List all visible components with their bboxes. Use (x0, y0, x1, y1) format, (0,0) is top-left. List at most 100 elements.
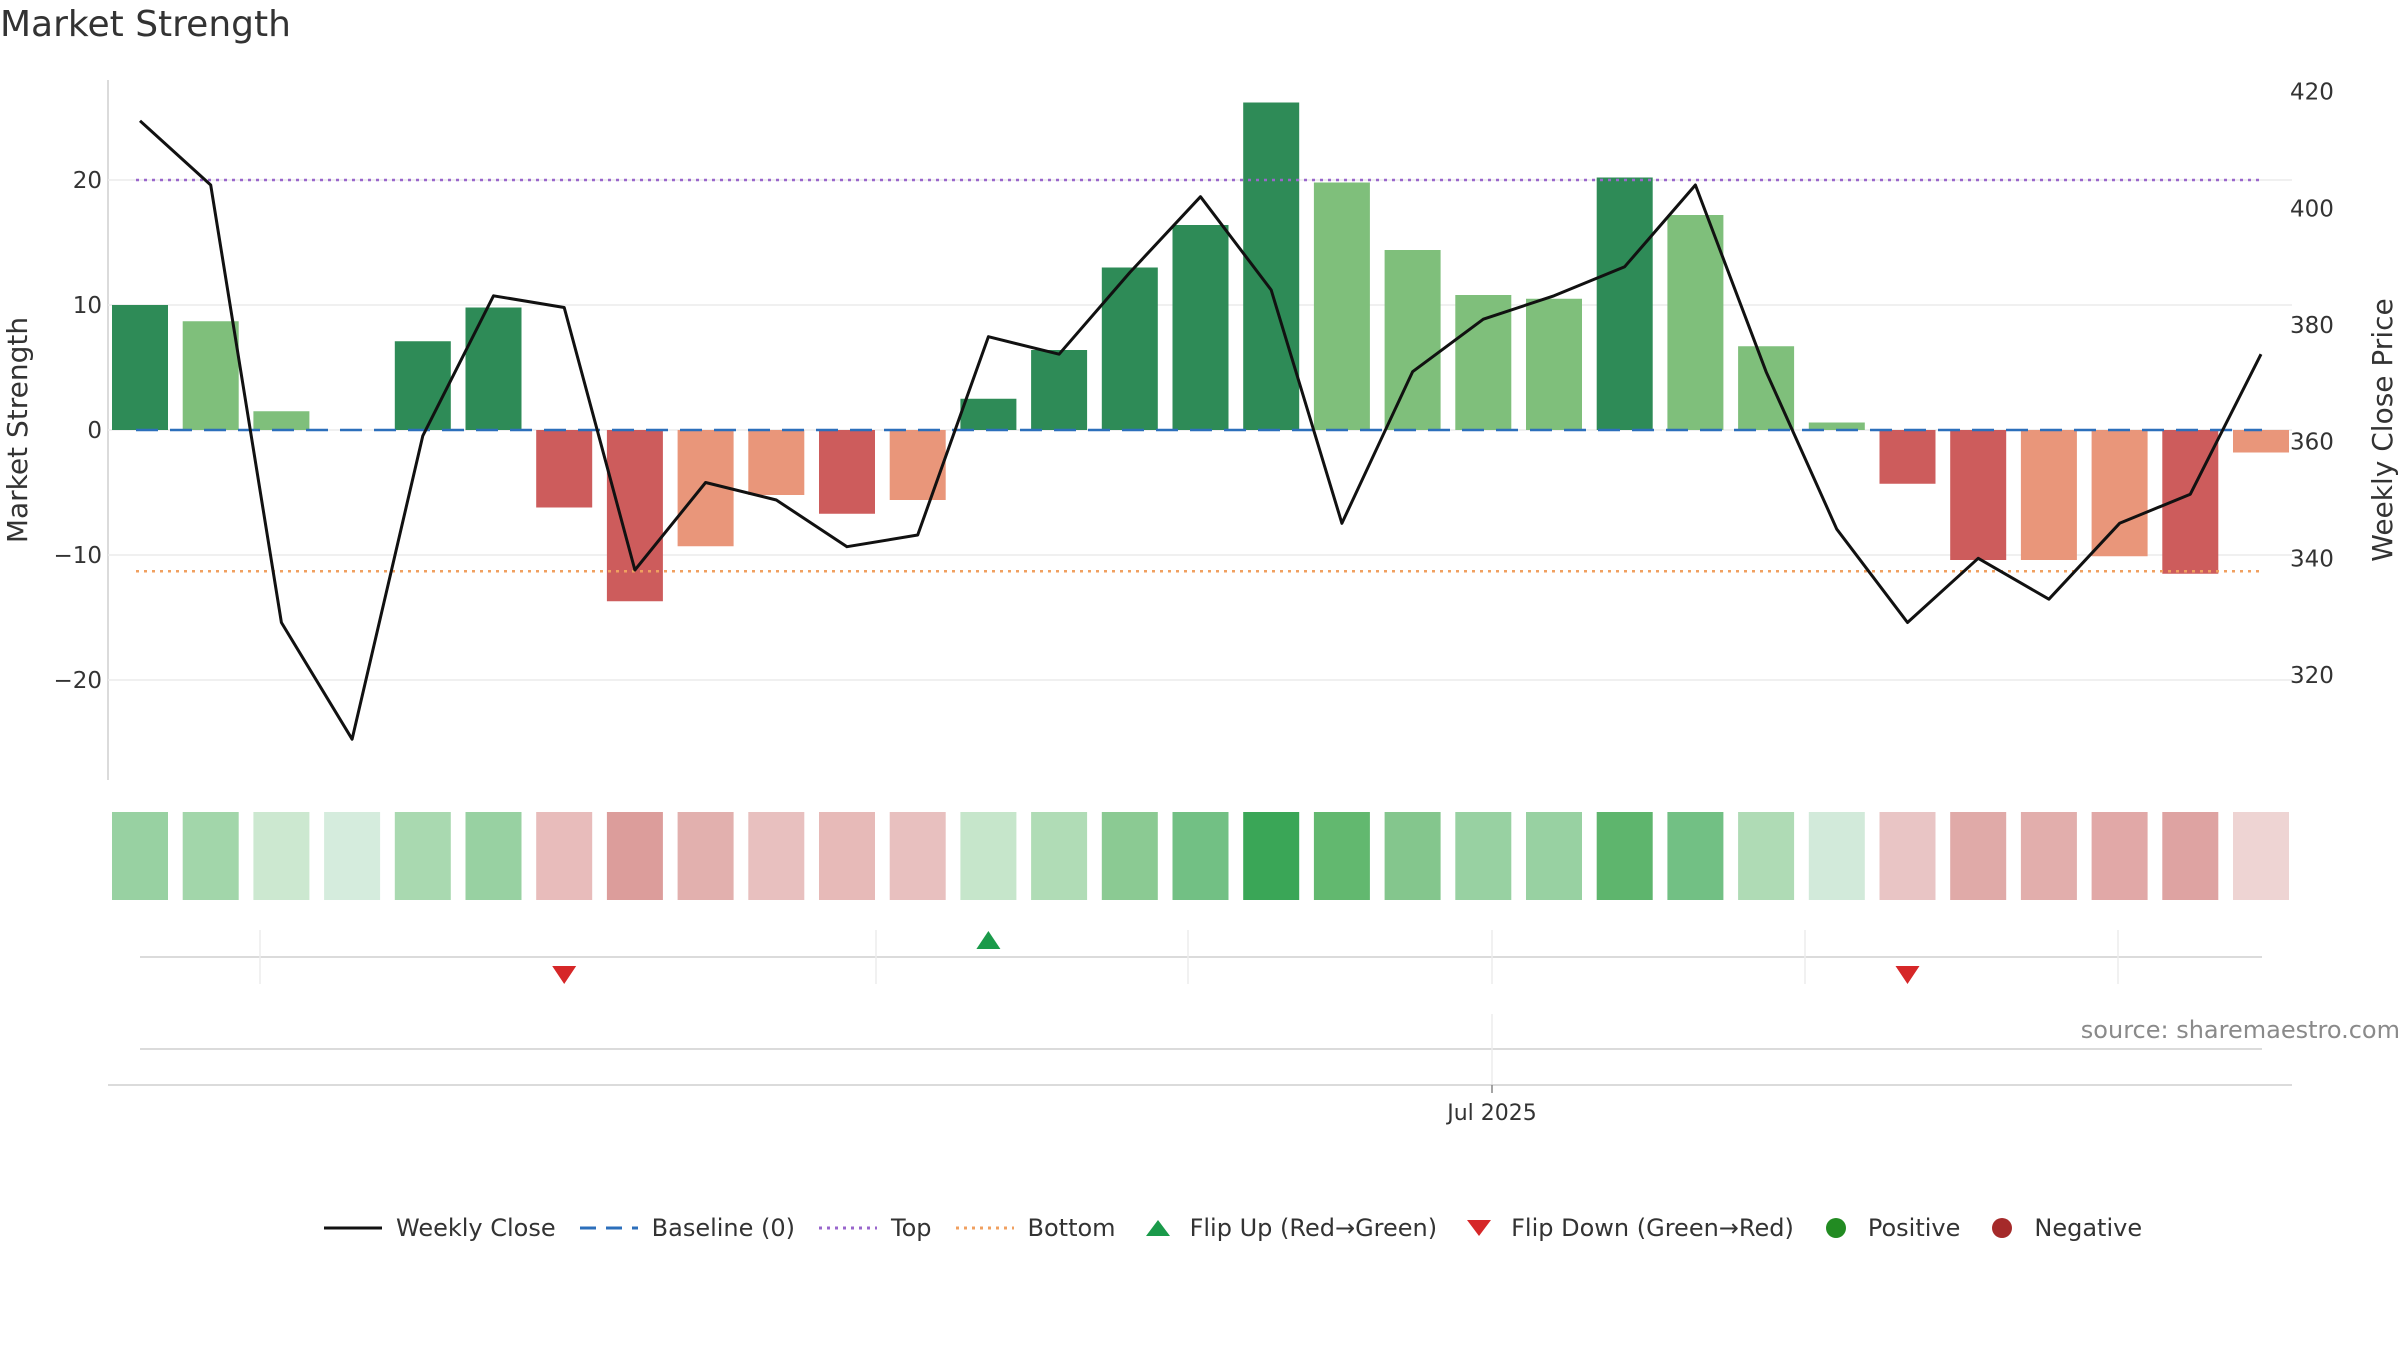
flip-up-legend-icon (1138, 1216, 1190, 1240)
x-tick-label: Jul 2025 (1445, 1101, 1537, 1126)
legend-label: Flip Down (Green→Red) (1511, 1214, 1794, 1242)
strength-bar (1526, 298, 1582, 430)
legend-item-baseline: Baseline (0) (578, 1214, 795, 1242)
heat-cell (1950, 812, 2007, 900)
legend-label: Weekly Close (396, 1214, 556, 1242)
bottom-legend-icon (954, 1220, 1028, 1236)
right-tick-label: 360 (2290, 430, 2334, 456)
legend-item-weekly-close: Weekly Close (322, 1214, 556, 1242)
heat-cell (1031, 812, 1088, 900)
left-tick-label: 10 (73, 293, 102, 319)
top-legend-icon (817, 1220, 891, 1236)
strength-bar (1172, 225, 1229, 430)
heat-cell (2091, 812, 2148, 900)
strength-bar (1596, 177, 1653, 430)
left-tick-label: −20 (53, 668, 102, 694)
strength-bar (1950, 430, 2007, 560)
strength-bar (253, 411, 310, 430)
chart-legend: Weekly Close Baseline (0) Top Bottom Flip Up… (322, 1210, 2164, 1246)
positive-legend-icon (1816, 1216, 1868, 1240)
strength-bar (748, 430, 805, 495)
heat-cell (1808, 812, 1865, 900)
legend-label: Bottom (1027, 1214, 1116, 1242)
heat-cell (465, 812, 522, 900)
strength-bar (1808, 422, 1865, 430)
legend-item-bottom: Bottom (954, 1214, 1116, 1242)
heat-cell (1384, 812, 1441, 900)
strength-bar (536, 430, 593, 508)
heat-cell (2020, 812, 2077, 900)
heat-cell (536, 812, 593, 900)
strength-bar (819, 430, 875, 514)
left-tick-label: 0 (87, 418, 102, 444)
heat-cell (1596, 812, 1653, 900)
flip-down-legend-icon (1459, 1216, 1511, 1240)
strength-bar (606, 430, 663, 602)
strength-bar (1101, 267, 1158, 430)
heat-cell (2162, 812, 2219, 900)
flip-up-marker (976, 931, 1001, 949)
heat-cell (253, 812, 310, 900)
heat-cell (1101, 812, 1158, 900)
flip-down-marker (1895, 966, 1920, 984)
heat-cell (1455, 812, 1512, 900)
legend-item-positive: Positive (1816, 1214, 1961, 1242)
heat-cell (1313, 812, 1370, 900)
heat-cell (1526, 812, 1582, 900)
heat-cell (394, 812, 451, 900)
heat-cell (1667, 812, 1724, 900)
legend-label: Top (891, 1214, 932, 1242)
heat-cell (819, 812, 875, 900)
heat-cell (324, 812, 381, 900)
strength-bar (1313, 182, 1370, 430)
right-axis-title: Weekly Close Price (2366, 298, 2399, 561)
strength-bar (394, 341, 451, 430)
legend-label: Baseline (0) (651, 1214, 796, 1242)
strength-bar (112, 305, 168, 430)
weekly-close-line (138, 119, 2263, 741)
heat-cell (677, 812, 734, 900)
strength-bar (1667, 215, 1724, 430)
strength-bar (465, 307, 522, 430)
left-tick-label: −10 (53, 543, 102, 569)
strength-bar (889, 430, 946, 500)
strength-bar (182, 321, 239, 430)
strength-bar (1455, 295, 1512, 430)
strength-bar (2091, 430, 2148, 557)
legend-label: Negative (2034, 1214, 2143, 1242)
negative-legend-icon (1982, 1216, 2034, 1240)
right-tick-label: 380 (2290, 313, 2334, 339)
baseline-legend-icon (578, 1220, 652, 1236)
heat-cell (1243, 812, 1300, 900)
strength-bar (1384, 250, 1441, 430)
right-tick-label: 420 (2290, 80, 2334, 106)
legend-item-flip-down: Flip Down (Green→Red) (1459, 1214, 1794, 1242)
right-tick-label: 340 (2290, 546, 2334, 572)
heat-cell (1172, 812, 1229, 900)
left-axis-title: Market Strength (1, 317, 34, 543)
source-credit: source: sharemaestro.com (2080, 1016, 2400, 1044)
heat-cell (182, 812, 239, 900)
legend-item-top: Top (817, 1214, 932, 1242)
heat-cell (2233, 812, 2289, 900)
chart-title: Market Strength (0, 4, 291, 45)
heat-cell (112, 812, 168, 900)
flip-down-marker (552, 966, 577, 984)
strength-bar (960, 398, 1017, 430)
heat-cell (1879, 812, 1936, 900)
legend-item-flip-up: Flip Up (Red→Green) (1138, 1214, 1438, 1242)
heat-cell (1738, 812, 1795, 900)
legend-label: Flip Up (Red→Green) (1189, 1214, 1438, 1242)
heat-cell (960, 812, 1017, 900)
weekly-close-legend-icon (322, 1220, 396, 1236)
strength-bar (2020, 430, 2077, 560)
strength-bar (2233, 430, 2289, 453)
strength-bar (1031, 350, 1088, 430)
heat-cell (606, 812, 663, 900)
left-tick-label: 20 (73, 168, 102, 194)
legend-label: Positive (1867, 1214, 1961, 1242)
right-tick-label: 400 (2290, 196, 2334, 222)
heat-cell (889, 812, 946, 900)
heat-cell (748, 812, 805, 900)
